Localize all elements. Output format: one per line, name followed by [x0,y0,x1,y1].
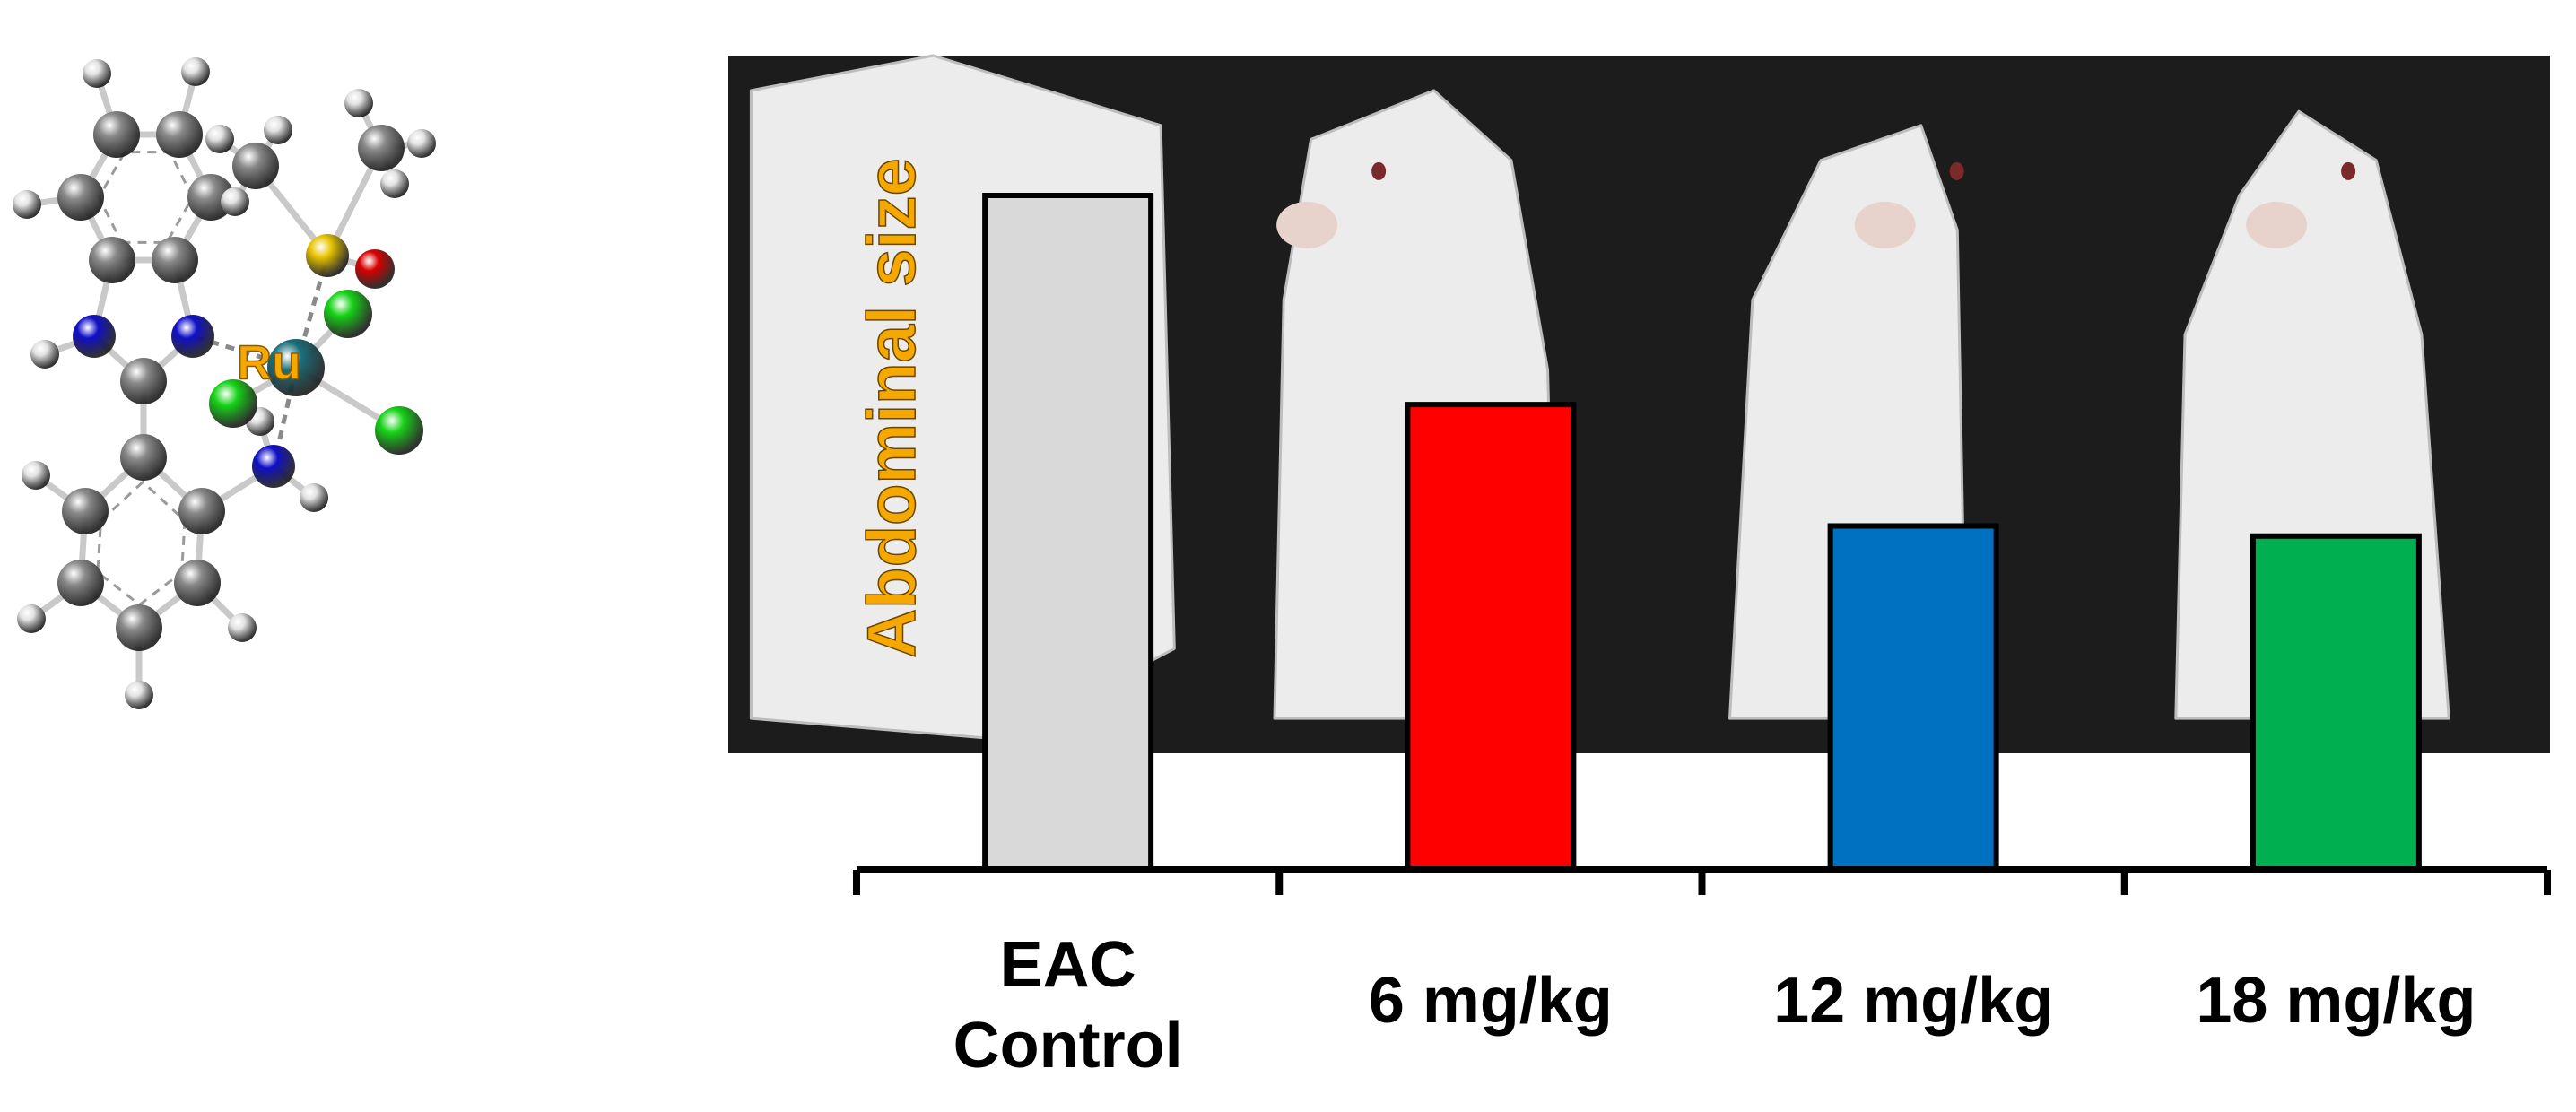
atom-hydrogen-hm4 [344,89,373,117]
atom-chlorine-cl3 [375,406,423,455]
atom-carbon-c10 [178,488,225,534]
mouse-ear [1854,201,1916,248]
bar-3 [1827,523,1999,873]
atom-carbon-c8 [120,434,167,481]
atom-nitrogen-n1 [73,315,116,358]
mouse-eye [1949,161,1964,180]
mouse-ear [1276,201,1338,248]
atom-hydrogen-h4 [181,57,210,86]
atom-carbon-c11 [57,560,104,606]
atom-hydrogen-h13 [125,681,153,709]
bar-2 [1405,402,1577,873]
atom-ruthenium-ru [267,339,325,396]
atom-carbon-cm2 [358,125,405,171]
atom-carbon-c12 [174,560,221,606]
atom-hydrogen-h6 [13,190,41,219]
mouse-eye [2341,161,2356,180]
atom-carbon-c2 [152,237,198,283]
atom-carbon-c9 [62,488,109,534]
atom-hydrogen-hm2 [264,116,292,144]
x-tick-label-4: 18 mg/kg [2196,965,2476,1037]
atom-carbon-c7 [120,358,167,404]
atom-carbon-c6 [57,174,104,221]
atom-carbon-c4 [156,111,203,158]
atom-hydrogen-h5 [83,59,111,88]
atom-oxygen-o [355,249,395,289]
bar-series [982,193,2422,873]
aromatic-ring-2 [96,480,187,607]
atom-nitrogen-n2 [171,315,214,358]
atom-sulfur-s [306,234,349,277]
mouse-ear [2246,201,2308,248]
atom-carbon-c13 [116,604,162,651]
atom-carbon-c5 [93,111,140,158]
atom-hydrogen-h11 [17,604,46,633]
bar-4 [2250,533,2422,873]
atom-hydrogen-h9 [22,461,50,490]
bar-1 [982,193,1154,873]
atom-hydrogen-hn3b [300,483,328,512]
atom-carbon-c3 [187,174,234,221]
x-tick-label-3: 12 mg/kg [1773,965,2053,1037]
y-axis-label: Abdominal size [854,158,930,657]
atom-chlorine-cl2 [209,379,257,428]
atom-chlorine-cl1 [324,290,372,338]
atom-hydrogen-hm6 [380,169,409,198]
atom-hydrogen-hm5 [407,129,436,158]
mouse-eye [1371,161,1387,180]
atom-hydrogen-hm3 [221,187,249,216]
atom-hydrogen-hn1 [30,340,59,369]
aromatic-ring-1 [97,151,195,244]
x-tick-label-2: 6 mg/kg [1369,965,1613,1037]
atom-hydrogen-hm1 [205,125,234,153]
x-tick-labels: EAC Control 6 mg/kg 12 mg/kg 18 mg/kg [953,929,2476,1082]
ruthenium-label: Ru [237,335,301,389]
atom-carbon-c1 [89,237,135,283]
ruthenium-complex-molecule: Ru [13,57,436,709]
x-tick-label-1: EAC Control [953,929,1183,1082]
atom-carbon-cm1 [232,143,279,189]
atom-nitrogen-n3 [252,445,295,488]
x-axis [853,866,2551,895]
atom-hydrogen-h12 [228,613,257,642]
